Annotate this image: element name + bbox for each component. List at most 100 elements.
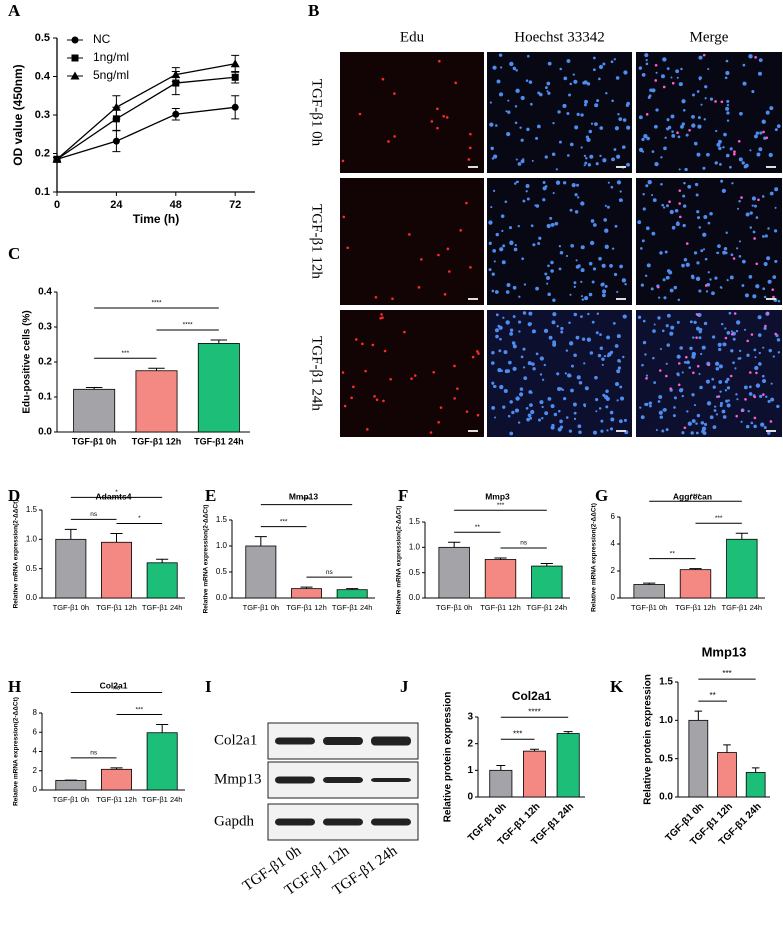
nucleus (665, 204, 669, 208)
nucleus (614, 344, 619, 348)
nucleus (768, 348, 773, 353)
nucleus (758, 351, 761, 355)
nucleus (598, 256, 602, 261)
nucleus (644, 402, 649, 407)
nucleus (613, 58, 617, 61)
nucleus (618, 198, 623, 202)
y-tick-label: 0.0 (26, 593, 38, 602)
nucleus (509, 431, 514, 436)
nucleus (576, 375, 581, 380)
edu-dot (373, 395, 376, 398)
nucleus (746, 353, 750, 357)
scale-bar (766, 298, 776, 300)
edu-dot (346, 246, 349, 250)
nucleus (714, 405, 717, 408)
panel-letter: G (595, 486, 608, 505)
nucleus (506, 132, 511, 137)
nucleus (535, 204, 540, 208)
chart-title: Mmp13 (289, 491, 319, 501)
nucleus (683, 257, 688, 262)
nucleus (759, 131, 763, 135)
edu-dot (438, 59, 441, 63)
nucleus (691, 123, 696, 128)
nucleus (499, 384, 504, 390)
nucleus (774, 206, 777, 209)
nucleus (589, 154, 594, 159)
nucleus (640, 247, 643, 250)
x-tick-label: 0 (54, 199, 60, 211)
nucleus (614, 382, 620, 387)
marker (52, 154, 62, 163)
y-tick-label: 0 (33, 785, 38, 794)
edu-dot (443, 293, 447, 296)
nucleus (583, 405, 586, 408)
nucleus (651, 150, 655, 153)
bar (146, 732, 178, 791)
nucleus (531, 159, 534, 162)
nucleus (769, 191, 774, 196)
nucleus (662, 206, 666, 209)
nucleus (706, 152, 710, 157)
significance-label: ns (90, 511, 98, 518)
nucleus (512, 366, 517, 371)
nucleus (683, 181, 686, 185)
nucleus (605, 92, 608, 95)
nucleus (515, 88, 520, 94)
y-tick-label: 0.5 (659, 753, 673, 764)
nucleus (552, 342, 557, 347)
marker (71, 36, 79, 44)
edu-dot (764, 324, 767, 328)
nucleus (536, 124, 541, 129)
nucleus (583, 362, 586, 365)
nucleus (523, 376, 528, 381)
blot-band (323, 818, 363, 826)
nucleus (661, 203, 665, 207)
nucleus (704, 97, 707, 100)
edu-dot (755, 262, 759, 266)
nucleus (755, 131, 760, 135)
nucleus (666, 313, 671, 318)
nucleus (719, 163, 722, 166)
y-tick-label: 0.3 (38, 322, 52, 333)
panel-letter: D (8, 486, 20, 505)
nucleus (755, 284, 760, 289)
nucleus (613, 148, 617, 151)
nucleus (748, 54, 753, 59)
nucleus (603, 355, 607, 358)
edu-dot (341, 371, 345, 374)
nucleus (679, 346, 683, 350)
nucleus (691, 114, 695, 119)
nucleus (693, 404, 696, 407)
nucleus (593, 68, 596, 72)
nucleus (595, 410, 598, 413)
y-tick-label: 0.3 (35, 109, 50, 121)
bar (101, 541, 132, 599)
nucleus (709, 211, 713, 216)
nucleus (617, 366, 622, 370)
nucleus (774, 187, 779, 192)
nucleus (751, 196, 757, 201)
x-tick-label: 24 (110, 199, 123, 211)
nucleus (716, 251, 720, 255)
x-tick-label: TGF-β1 0h (53, 603, 89, 612)
nucleus (737, 207, 740, 210)
nucleus (563, 397, 567, 401)
nucleus (571, 183, 576, 188)
edu-dot (358, 112, 362, 116)
legend-label: 1ng/ml (93, 50, 129, 64)
error-bar (210, 339, 228, 344)
nucleus (560, 330, 564, 334)
bar (73, 388, 116, 433)
nucleus (537, 418, 541, 422)
nucleus (546, 223, 551, 229)
nucleus (696, 152, 701, 157)
x-tick-label: TGF-β1 12h (96, 795, 137, 804)
nucleus (722, 342, 727, 347)
error-bar (85, 387, 103, 390)
edu-dot (702, 53, 706, 57)
nucleus (498, 349, 502, 353)
error-bar (530, 748, 539, 752)
nucleus (552, 192, 555, 195)
nucleus (687, 421, 693, 426)
nucleus (730, 253, 734, 257)
